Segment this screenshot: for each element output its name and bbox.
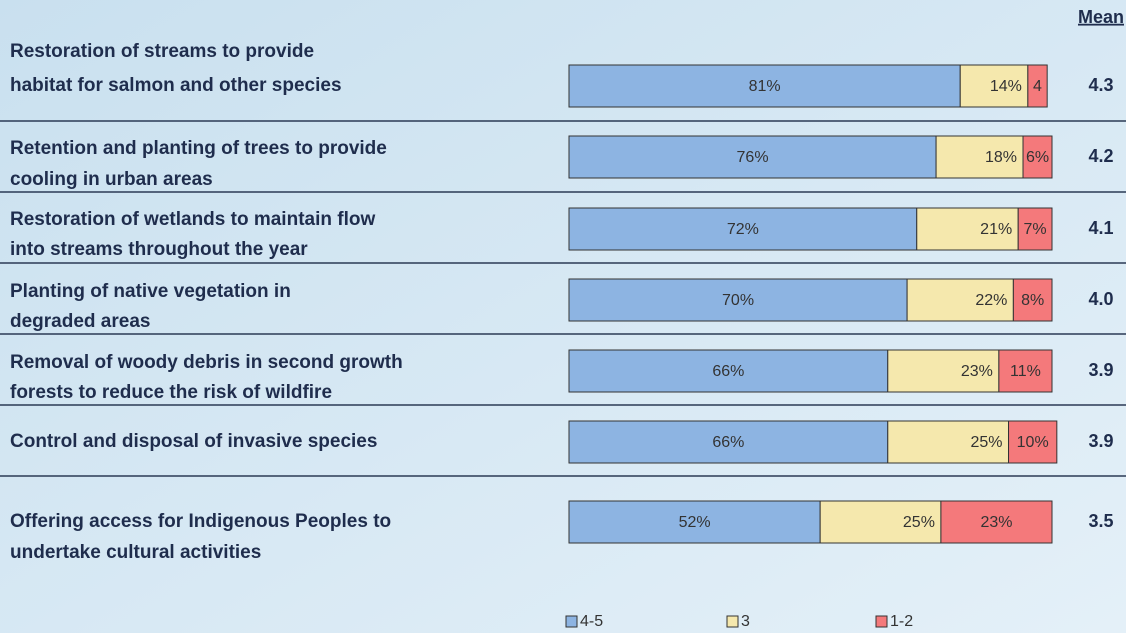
bar-segment	[998, 349, 1053, 393]
bar-segment	[1022, 135, 1053, 179]
legend-label: 1-2	[890, 613, 913, 630]
value-label: 14%	[990, 78, 1022, 95]
bar-segment	[568, 420, 889, 464]
legend-swatch	[875, 615, 888, 628]
bar-segment	[1017, 207, 1053, 251]
category-label: Planting of native vegetation in	[10, 281, 291, 302]
bar-segment	[1008, 420, 1058, 464]
legend-label: 3	[741, 613, 750, 630]
category-label: cooling in urban areas	[10, 169, 213, 190]
bar-segment	[906, 278, 1014, 322]
value-label: 21%	[980, 221, 1012, 238]
legend-label: 4-5	[580, 613, 603, 630]
category-label: degraded areas	[10, 311, 150, 332]
value-label: 6%	[1026, 149, 1049, 166]
bar-segment	[568, 207, 918, 251]
value-label: 25%	[903, 514, 935, 531]
bar-segment	[916, 207, 1019, 251]
mean-header: Mean	[1078, 7, 1124, 27]
value-label: 8%	[1021, 292, 1044, 309]
value-label: 11%	[1010, 363, 1041, 380]
value-label: 23%	[980, 514, 1012, 531]
value-label: 52%	[679, 514, 711, 531]
value-label: 7%	[1024, 221, 1047, 238]
bar-segment	[935, 135, 1024, 179]
legend-swatch	[565, 615, 578, 628]
value-label: 25%	[971, 434, 1003, 451]
bar-segment	[959, 64, 1029, 108]
bar-segment	[568, 278, 908, 322]
category-label: Removal of woody debris in second growth	[10, 352, 403, 373]
bar-segment	[940, 500, 1053, 544]
bar-segment	[887, 420, 1010, 464]
category-label: forests to reduce the risk of wildfire	[10, 382, 332, 403]
category-label: Control and disposal of invasive species	[10, 431, 377, 452]
bar-segment	[887, 349, 1000, 393]
value-label: 70%	[722, 292, 754, 309]
mean-value: 4.3	[1088, 75, 1113, 95]
category-label: Retention and planting of trees to provi…	[10, 138, 387, 159]
value-label: 81%	[749, 78, 781, 95]
bar-segment	[568, 135, 937, 179]
category-label: Restoration of wetlands to maintain flow	[10, 209, 375, 230]
mean-value: 3.5	[1088, 511, 1113, 531]
mean-value: 3.9	[1088, 431, 1113, 451]
bar-segment	[1012, 278, 1053, 322]
category-label: undertake cultural activities	[10, 542, 261, 563]
mean-value: 4.0	[1088, 289, 1113, 309]
value-label: 10%	[1017, 434, 1049, 451]
category-label: habitat for salmon and other species	[10, 75, 342, 96]
value-label: 23%	[961, 363, 993, 380]
value-label: 66%	[712, 434, 744, 451]
bar-segment	[568, 500, 821, 544]
value-label: 4	[1033, 78, 1042, 95]
mean-value: 4.2	[1088, 146, 1113, 166]
value-label: 66%	[712, 363, 744, 380]
mean-value: 3.9	[1088, 360, 1113, 380]
category-label: into streams throughout the year	[10, 239, 308, 260]
bar-segment	[1027, 64, 1048, 108]
category-label: Restoration of streams to provide	[10, 41, 314, 62]
value-label: 76%	[737, 149, 769, 166]
value-label: 22%	[975, 292, 1007, 309]
mean-value: 4.1	[1088, 218, 1113, 238]
bar-segment	[568, 349, 889, 393]
category-label: Offering access for Indigenous Peoples t…	[10, 511, 391, 532]
value-label: 18%	[985, 149, 1017, 166]
value-label: 72%	[727, 221, 759, 238]
legend-swatch	[726, 615, 739, 628]
